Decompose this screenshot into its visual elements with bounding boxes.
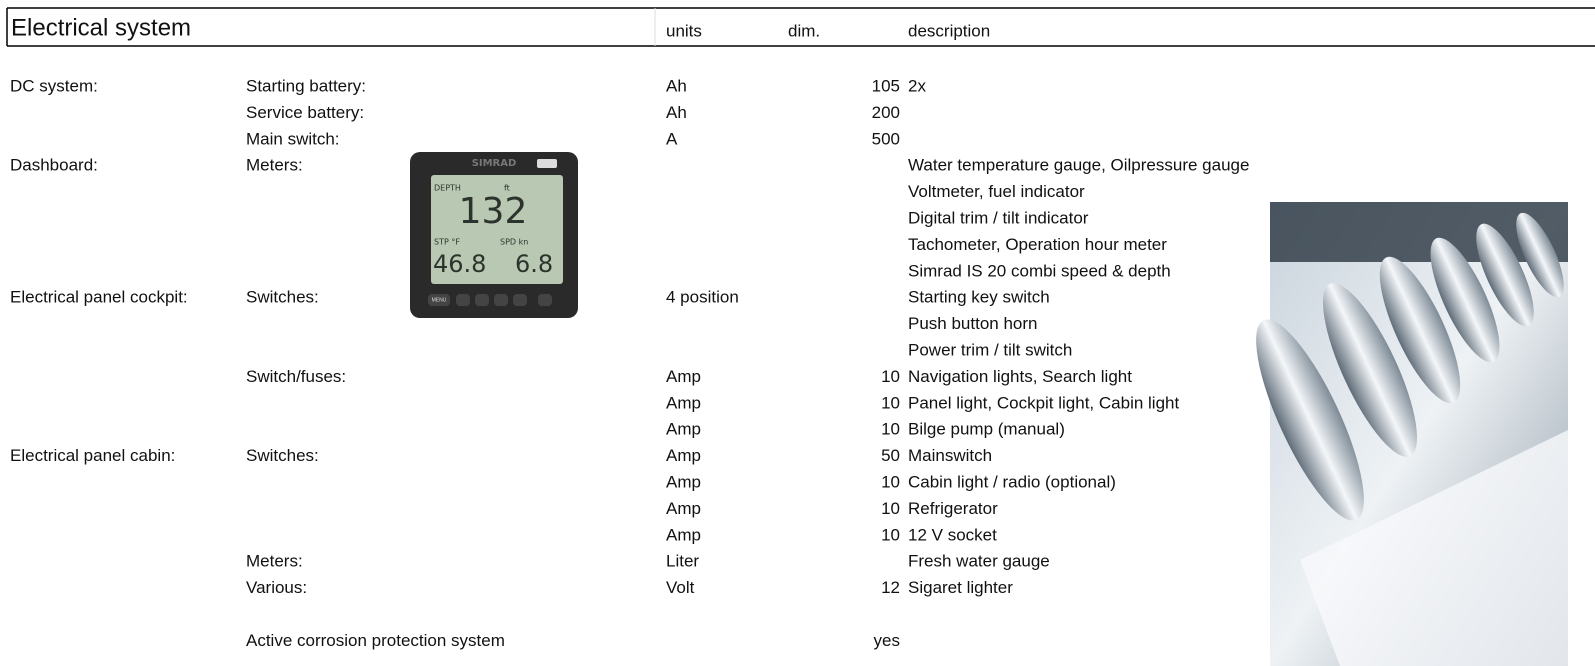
row-label: Meters: [246,552,303,571]
row-dim: yes [874,631,900,650]
section-title: Electrical system [11,14,191,41]
column-header: description [908,21,990,40]
row-units: Volt [666,578,695,597]
row-dim: 10 [881,367,900,386]
gauge: SIMRAD DEPTH ft 132 STP °F SPD kn 46.8 6… [410,152,578,318]
row-description: Power trim / tilt switch [908,340,1072,359]
row-description: Refrigerator [908,499,998,518]
page: {"header": {"title": "Electrical system"… [0,0,1595,666]
gauge-label: SPD kn [500,238,528,247]
column-header: dim. [788,21,820,40]
row-label: Various: [246,578,307,597]
row-label: Meters: [246,156,303,175]
row-units: Ah [666,76,687,95]
row-dim: 500 [872,129,900,148]
row-dim: 200 [872,103,900,122]
row-dim: 10 [881,499,900,518]
sheet: Electrical system units dim. description… [0,0,1595,666]
row-description: 2x [908,76,926,95]
gauge-depth: 132 [459,191,528,232]
gauge-brand: SIMRAD [472,158,517,169]
row-description: Water temperature gauge, Oilpressure gau… [908,156,1249,175]
row-dim: 50 [881,446,900,465]
column-header: units [666,21,702,40]
row-description: Mainswitch [908,446,992,465]
row-units: 4 position [666,288,739,307]
row-units: Amp [666,472,701,491]
row-dim: 105 [872,76,900,95]
gauge-button-label: MENU [432,297,447,303]
row-units: Liter [666,552,699,571]
row-label: Service battery: [246,103,364,122]
row-dim: 10 [881,420,900,439]
row-description: Starting key switch [908,288,1050,307]
row-dim: 10 [881,393,900,412]
row-dim: 12 [881,578,900,597]
photo [1236,202,1573,666]
row-label: Main switch: [246,129,340,148]
row-dim: 10 [881,472,900,491]
gauge-speed: 6.8 [515,250,553,278]
row-section: Dashboard: [10,156,98,175]
row-description: Panel light, Cockpit light, Cabin light [908,393,1179,412]
rows: DC system: Starting battery: Ah 105 2x Servic… [10,76,1249,649]
row-label: Starting battery: [246,76,366,95]
row-description: Push button horn [908,314,1037,333]
row-units: A [666,129,678,148]
row-units: Amp [666,525,701,544]
row-description: Tachometer, Operation hour meter [908,235,1167,254]
row-units: Amp [666,420,701,439]
row-section: DC system: [10,76,98,95]
row-description: Simrad IS 20 combi speed & depth [908,261,1171,280]
row-description: Fresh water gauge [908,552,1050,571]
row-dim: 10 [881,525,900,544]
row-units: Amp [666,446,701,465]
row-section: Electrical panel cabin: [10,446,175,465]
row-section: Electrical panel cockpit: [10,288,188,307]
row-description: Sigaret lighter [908,578,1013,597]
row-units: Ah [666,103,687,122]
gauge-label: STP °F [434,238,460,247]
row-description: 12 V socket [908,525,997,544]
gauge-temp: 46.8 [433,250,486,278]
row-description: Navigation lights, Search light [908,367,1132,386]
gauge-label: DEPTH [434,184,461,193]
row-description: Digital trim / tilt indicator [908,208,1089,227]
row-description: Voltmeter, fuel indicator [908,182,1085,201]
row-label: Switch/fuses: [246,367,346,386]
row-units: Amp [666,393,701,412]
row-label: Active corrosion protection system [246,631,505,650]
row-units: Amp [666,499,701,518]
row-description: Cabin light / radio (optional) [908,472,1116,491]
row-label: Switches: [246,288,319,307]
row-units: Amp [666,367,701,386]
row-label: Switches: [246,446,319,465]
row-description: Bilge pump (manual) [908,420,1065,439]
